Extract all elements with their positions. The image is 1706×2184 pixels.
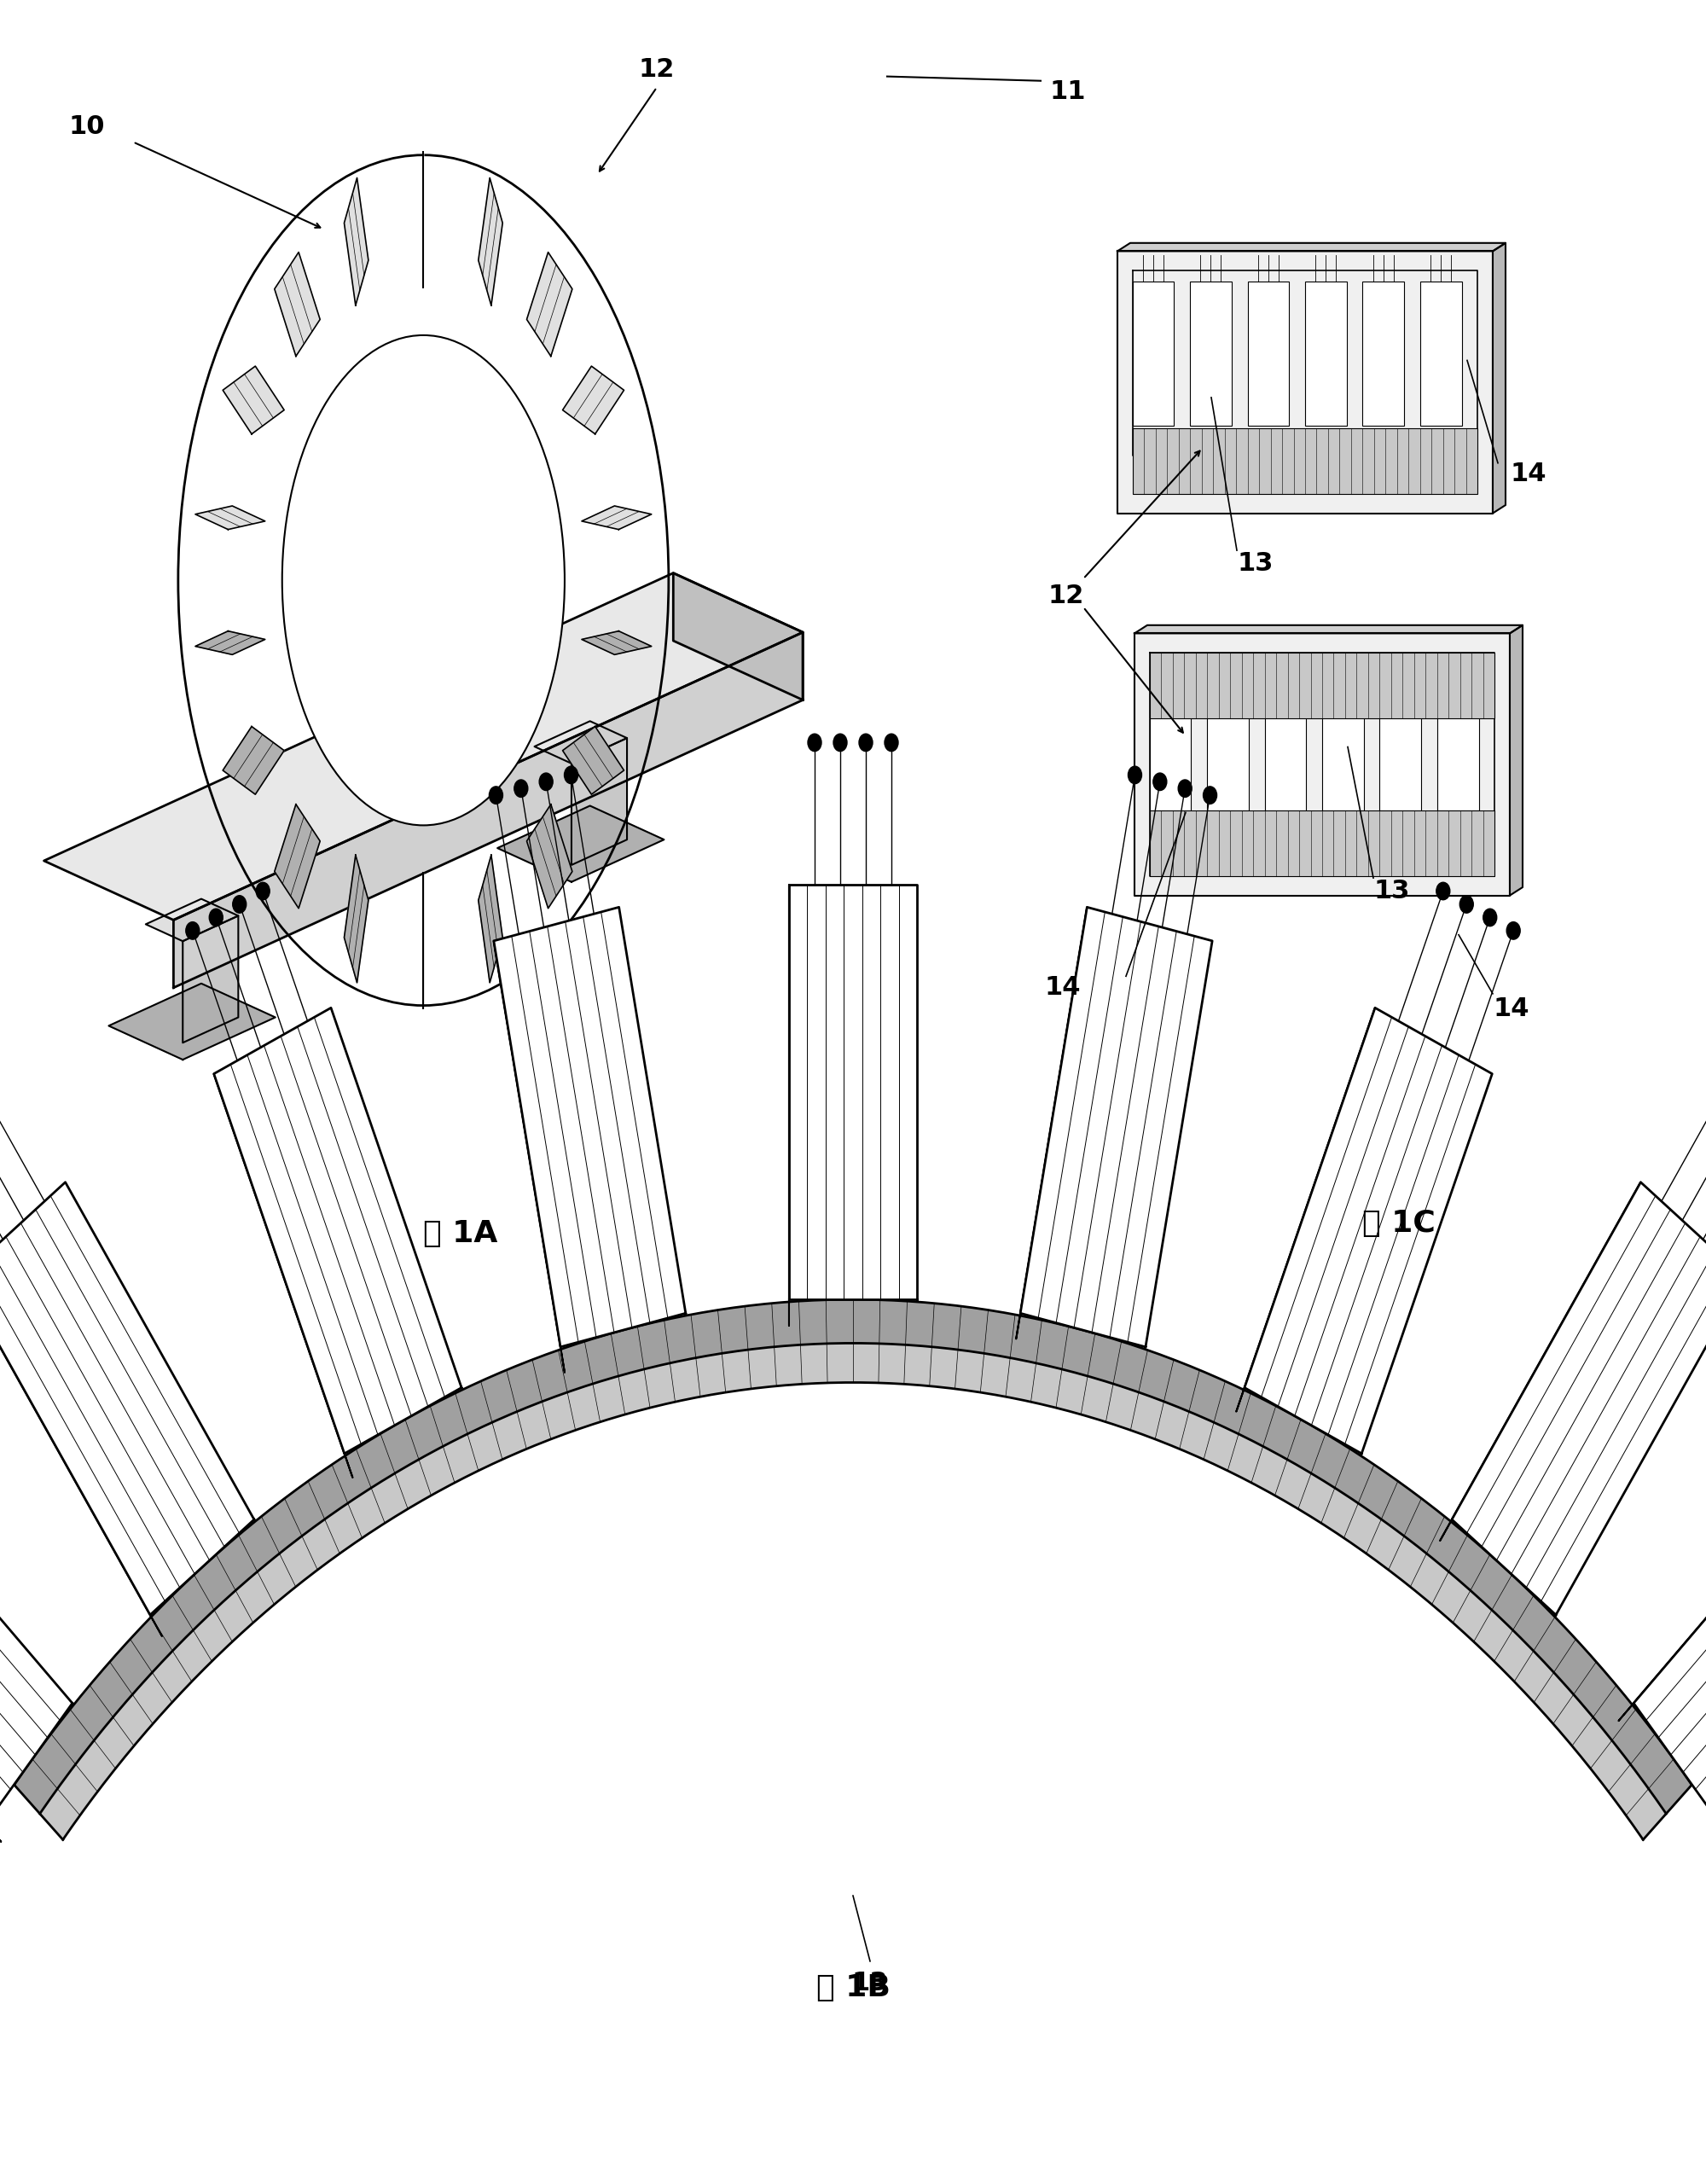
Text: 12: 12 — [638, 57, 676, 83]
Polygon shape — [1117, 242, 1506, 251]
Bar — [1150, 810, 1494, 876]
Polygon shape — [345, 856, 368, 983]
Bar — [1322, 666, 1363, 810]
Text: 11: 11 — [1049, 79, 1085, 105]
Bar — [1191, 282, 1232, 426]
Polygon shape — [478, 177, 503, 306]
Circle shape — [490, 786, 503, 804]
Polygon shape — [275, 251, 321, 356]
Text: 14: 14 — [1044, 974, 1080, 1000]
Bar — [1150, 666, 1191, 810]
Circle shape — [884, 734, 897, 751]
Polygon shape — [1510, 625, 1523, 895]
Polygon shape — [109, 983, 275, 1059]
Polygon shape — [213, 1007, 462, 1455]
Text: 14: 14 — [1493, 996, 1529, 1022]
Polygon shape — [1440, 1182, 1641, 1540]
Bar — [1208, 666, 1249, 810]
Text: 10: 10 — [68, 114, 104, 140]
Text: 图 1B: 图 1B — [815, 1972, 891, 2003]
Polygon shape — [174, 631, 804, 987]
Polygon shape — [1619, 1422, 1706, 1721]
Polygon shape — [1244, 1007, 1493, 1455]
Ellipse shape — [281, 334, 565, 826]
Text: 13: 13 — [851, 1970, 889, 1996]
Bar — [1247, 282, 1290, 426]
Bar — [1133, 428, 1477, 494]
Polygon shape — [39, 1343, 1667, 1839]
Polygon shape — [194, 507, 264, 529]
Bar — [1150, 653, 1494, 719]
Circle shape — [514, 780, 527, 797]
Circle shape — [1128, 767, 1141, 784]
Polygon shape — [788, 885, 918, 1299]
Polygon shape — [1237, 1007, 1375, 1411]
Polygon shape — [275, 804, 321, 909]
Polygon shape — [44, 572, 804, 919]
Polygon shape — [194, 631, 264, 655]
Polygon shape — [674, 572, 804, 699]
Polygon shape — [534, 721, 628, 764]
Polygon shape — [1020, 906, 1213, 1348]
Polygon shape — [563, 727, 624, 795]
Polygon shape — [478, 856, 503, 983]
Polygon shape — [145, 900, 239, 941]
Polygon shape — [493, 941, 565, 1372]
Circle shape — [858, 734, 873, 751]
Polygon shape — [527, 804, 572, 909]
Bar — [1133, 282, 1174, 426]
Polygon shape — [563, 367, 624, 435]
Polygon shape — [223, 727, 285, 795]
Circle shape — [1179, 780, 1192, 797]
Bar — [1305, 282, 1346, 426]
Circle shape — [1436, 882, 1450, 900]
Circle shape — [1153, 773, 1167, 791]
Polygon shape — [527, 251, 572, 356]
Polygon shape — [223, 367, 285, 435]
Bar — [1380, 666, 1421, 810]
Text: 图 1A: 图 1A — [423, 1219, 498, 1249]
Circle shape — [1483, 909, 1496, 926]
Polygon shape — [572, 738, 628, 865]
Polygon shape — [183, 915, 239, 1042]
Text: 图 1C: 图 1C — [1363, 1208, 1435, 1238]
Polygon shape — [1493, 242, 1506, 513]
Circle shape — [539, 773, 553, 791]
Polygon shape — [1017, 906, 1087, 1339]
Polygon shape — [1134, 625, 1523, 633]
Circle shape — [256, 882, 270, 900]
Polygon shape — [582, 507, 652, 529]
Polygon shape — [14, 1299, 1692, 1813]
Polygon shape — [0, 1422, 72, 1824]
Polygon shape — [582, 631, 652, 655]
Circle shape — [1506, 922, 1520, 939]
Circle shape — [833, 734, 846, 751]
Text: 13: 13 — [1373, 878, 1409, 904]
Polygon shape — [345, 177, 368, 306]
Polygon shape — [493, 906, 686, 1348]
Text: 12: 12 — [1047, 583, 1085, 609]
Circle shape — [232, 895, 246, 913]
Polygon shape — [213, 1075, 353, 1479]
Polygon shape — [1452, 1182, 1706, 1614]
Polygon shape — [0, 1182, 254, 1614]
Polygon shape — [498, 806, 664, 882]
Circle shape — [210, 909, 223, 926]
Bar — [1419, 282, 1462, 426]
Circle shape — [186, 922, 200, 939]
Polygon shape — [1117, 251, 1493, 513]
Bar — [1264, 666, 1307, 810]
Text: 14: 14 — [1510, 461, 1546, 487]
Bar — [1363, 282, 1404, 426]
Circle shape — [1203, 786, 1216, 804]
Bar — [1436, 666, 1479, 810]
Circle shape — [1460, 895, 1474, 913]
Circle shape — [565, 767, 578, 784]
Polygon shape — [1634, 1422, 1706, 1824]
Polygon shape — [0, 1278, 162, 1636]
Polygon shape — [1134, 633, 1510, 895]
Circle shape — [809, 734, 822, 751]
Text: 13: 13 — [1237, 550, 1273, 577]
